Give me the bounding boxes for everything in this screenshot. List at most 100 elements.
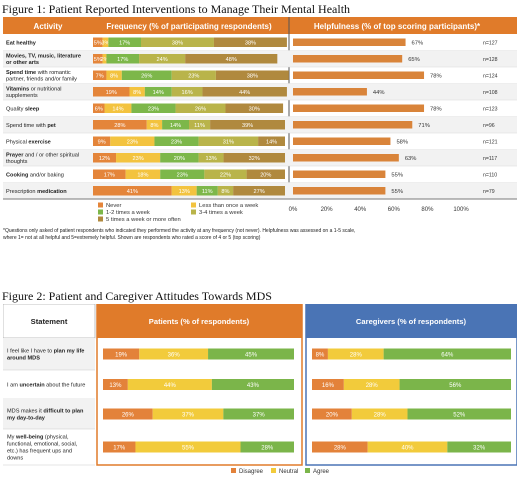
helpfulness-bar (293, 104, 425, 112)
activity-label-segment: Eat healthy (6, 41, 37, 47)
statement-label-segment: I am (7, 383, 19, 389)
statement-label-segment: My (7, 435, 16, 441)
helpfulness-value-label: 58% (396, 140, 408, 146)
caregivers-bar-label: 64% (441, 353, 454, 359)
patients-bar-segment (103, 408, 153, 420)
statement-label-segment: functional, emotional, social, (7, 442, 78, 448)
caregivers-bar-label: 28% (334, 446, 347, 452)
frequency-bar-segment (210, 120, 285, 130)
frequency-bar-segment (93, 136, 111, 146)
frequency-bar-segment (93, 70, 107, 80)
patients-bar-label: 45% (245, 353, 258, 359)
frequency-bar-label: 17% (117, 57, 128, 63)
frequency-bar-label: 11% (194, 123, 205, 129)
frequency-bar-label: 17% (119, 41, 130, 47)
statement-label-line: I feel like I have to plan my life (7, 349, 84, 355)
activity-label-segment: with romantic (36, 70, 71, 76)
x-tick-label: 80% (421, 207, 434, 213)
helpfulness-value-label: 71% (418, 123, 430, 129)
legend-label: Neutral (279, 469, 298, 475)
frequency-bar-label: 24% (157, 57, 168, 63)
frequency-bar-segment (146, 120, 163, 130)
frequency-bar-segment (204, 169, 247, 179)
frequency-bar-label: 26% (195, 107, 206, 113)
caregivers-bar-label: 28% (374, 413, 387, 419)
frequency-bar-label: 5% (94, 41, 102, 47)
caregivers-bar-label: 56% (449, 383, 462, 389)
sample-size-label: n=110 (483, 173, 497, 179)
frequency-bar-label: 38% (247, 74, 258, 80)
helpfulness-bar (293, 187, 386, 195)
frequency-bar-segment (223, 153, 285, 163)
caregivers-bar-segment (312, 348, 328, 360)
frequency-bar-segment (121, 70, 172, 80)
patients-bar-label: 13% (109, 383, 122, 389)
patients-bar-label: 36% (168, 353, 181, 359)
helpfulness-bar (293, 154, 399, 162)
frequency-bar-label: 14% (112, 107, 123, 113)
legend-label: 5 times a week or more often (106, 217, 181, 223)
caregivers-bar-segment (351, 408, 408, 420)
patients-bar-label: 43% (247, 383, 260, 389)
helpfulness-header: Helpfulness (% of top scoring participan… (314, 22, 481, 31)
x-tick-label: 100% (453, 207, 469, 213)
frequency-bar-segment (139, 54, 186, 64)
activity-label-segment: sleep (25, 107, 40, 113)
legend-swatch (98, 216, 103, 222)
statement-label-segment: my day-to-day (7, 416, 46, 422)
activity-label-line: Movies, TV, music, literature (6, 54, 81, 60)
x-tick-label: 40% (354, 207, 367, 213)
caregivers-bar-label: 32% (473, 446, 486, 452)
caregivers-bar-label: 40% (402, 446, 415, 452)
patients-bar-segment (135, 441, 241, 453)
patients-bar-segment (103, 379, 128, 390)
activity-label-line: Prayer and / or other spiritual (6, 153, 79, 159)
frequency-bar-segment (215, 70, 289, 80)
frequency-bar-segment (162, 120, 189, 130)
frequency-bar-label: 23% (188, 74, 199, 80)
legend-label: Never (106, 203, 122, 209)
frequency-bar-label: 23% (127, 140, 138, 146)
patients-bar-segment (223, 408, 294, 420)
statement-header-cell (3, 304, 96, 339)
activity-label-line: Physical exercise (6, 140, 51, 146)
activity-label-segment: Prescription (6, 189, 37, 195)
caregivers-bar-segment (367, 441, 448, 453)
helpfulness-bar (293, 137, 391, 145)
activity-label-line: Vitamins or nutritional (6, 87, 62, 93)
frequency-bar-segment (141, 37, 214, 47)
patients-bar-label: 19% (115, 353, 128, 359)
frequency-bar-segment (233, 186, 285, 196)
sample-size-label: n=108 (483, 90, 498, 96)
statement-label-line: My well-being (physical, (7, 435, 69, 441)
statement-label-segment: about the future (45, 383, 86, 389)
statement-label-line: MDS makes it difficult to plan (7, 409, 84, 415)
legend-swatch (191, 202, 196, 208)
frequency-bar-label: 8% (150, 123, 158, 129)
caregivers-bar-segment (343, 379, 400, 390)
activity-label-segment: partner, friends and/or family (6, 77, 77, 83)
frequency-bar-segment (171, 87, 203, 97)
statement-label-line: etc.) has frequent ups and (7, 449, 72, 455)
frequency-bar-segment (93, 37, 103, 47)
helpfulness-value-label: 63% (405, 156, 417, 162)
caregivers-header: Caregivers (% of respondents) (356, 317, 467, 326)
frequency-bar-segment (144, 87, 172, 97)
frequency-bar-label: 5% (94, 57, 102, 63)
activity-label-line: thoughts (6, 159, 28, 165)
activity-label-line: Prescription medication (6, 189, 67, 195)
frequency-bar-label: 22% (220, 173, 231, 179)
patients-bar-label: 37% (253, 413, 266, 419)
caregivers-bar-label: 52% (453, 413, 466, 419)
legend-label: 3-4 times a week (199, 210, 243, 216)
frequency-bar-segment (217, 186, 234, 196)
helpfulness-value-label: 65% (408, 57, 420, 63)
caregivers-bar-segment (407, 408, 511, 420)
helpfulness-bar (293, 170, 386, 178)
patients-bar-label: 37% (182, 413, 195, 419)
frequency-bar-segment (104, 103, 132, 113)
caregivers-bar-label: 28% (350, 353, 363, 359)
helpfulness-value-label: 55% (391, 189, 403, 195)
activity-label-segment: pet (47, 123, 56, 129)
statement-label-line: around MDS (7, 356, 40, 362)
